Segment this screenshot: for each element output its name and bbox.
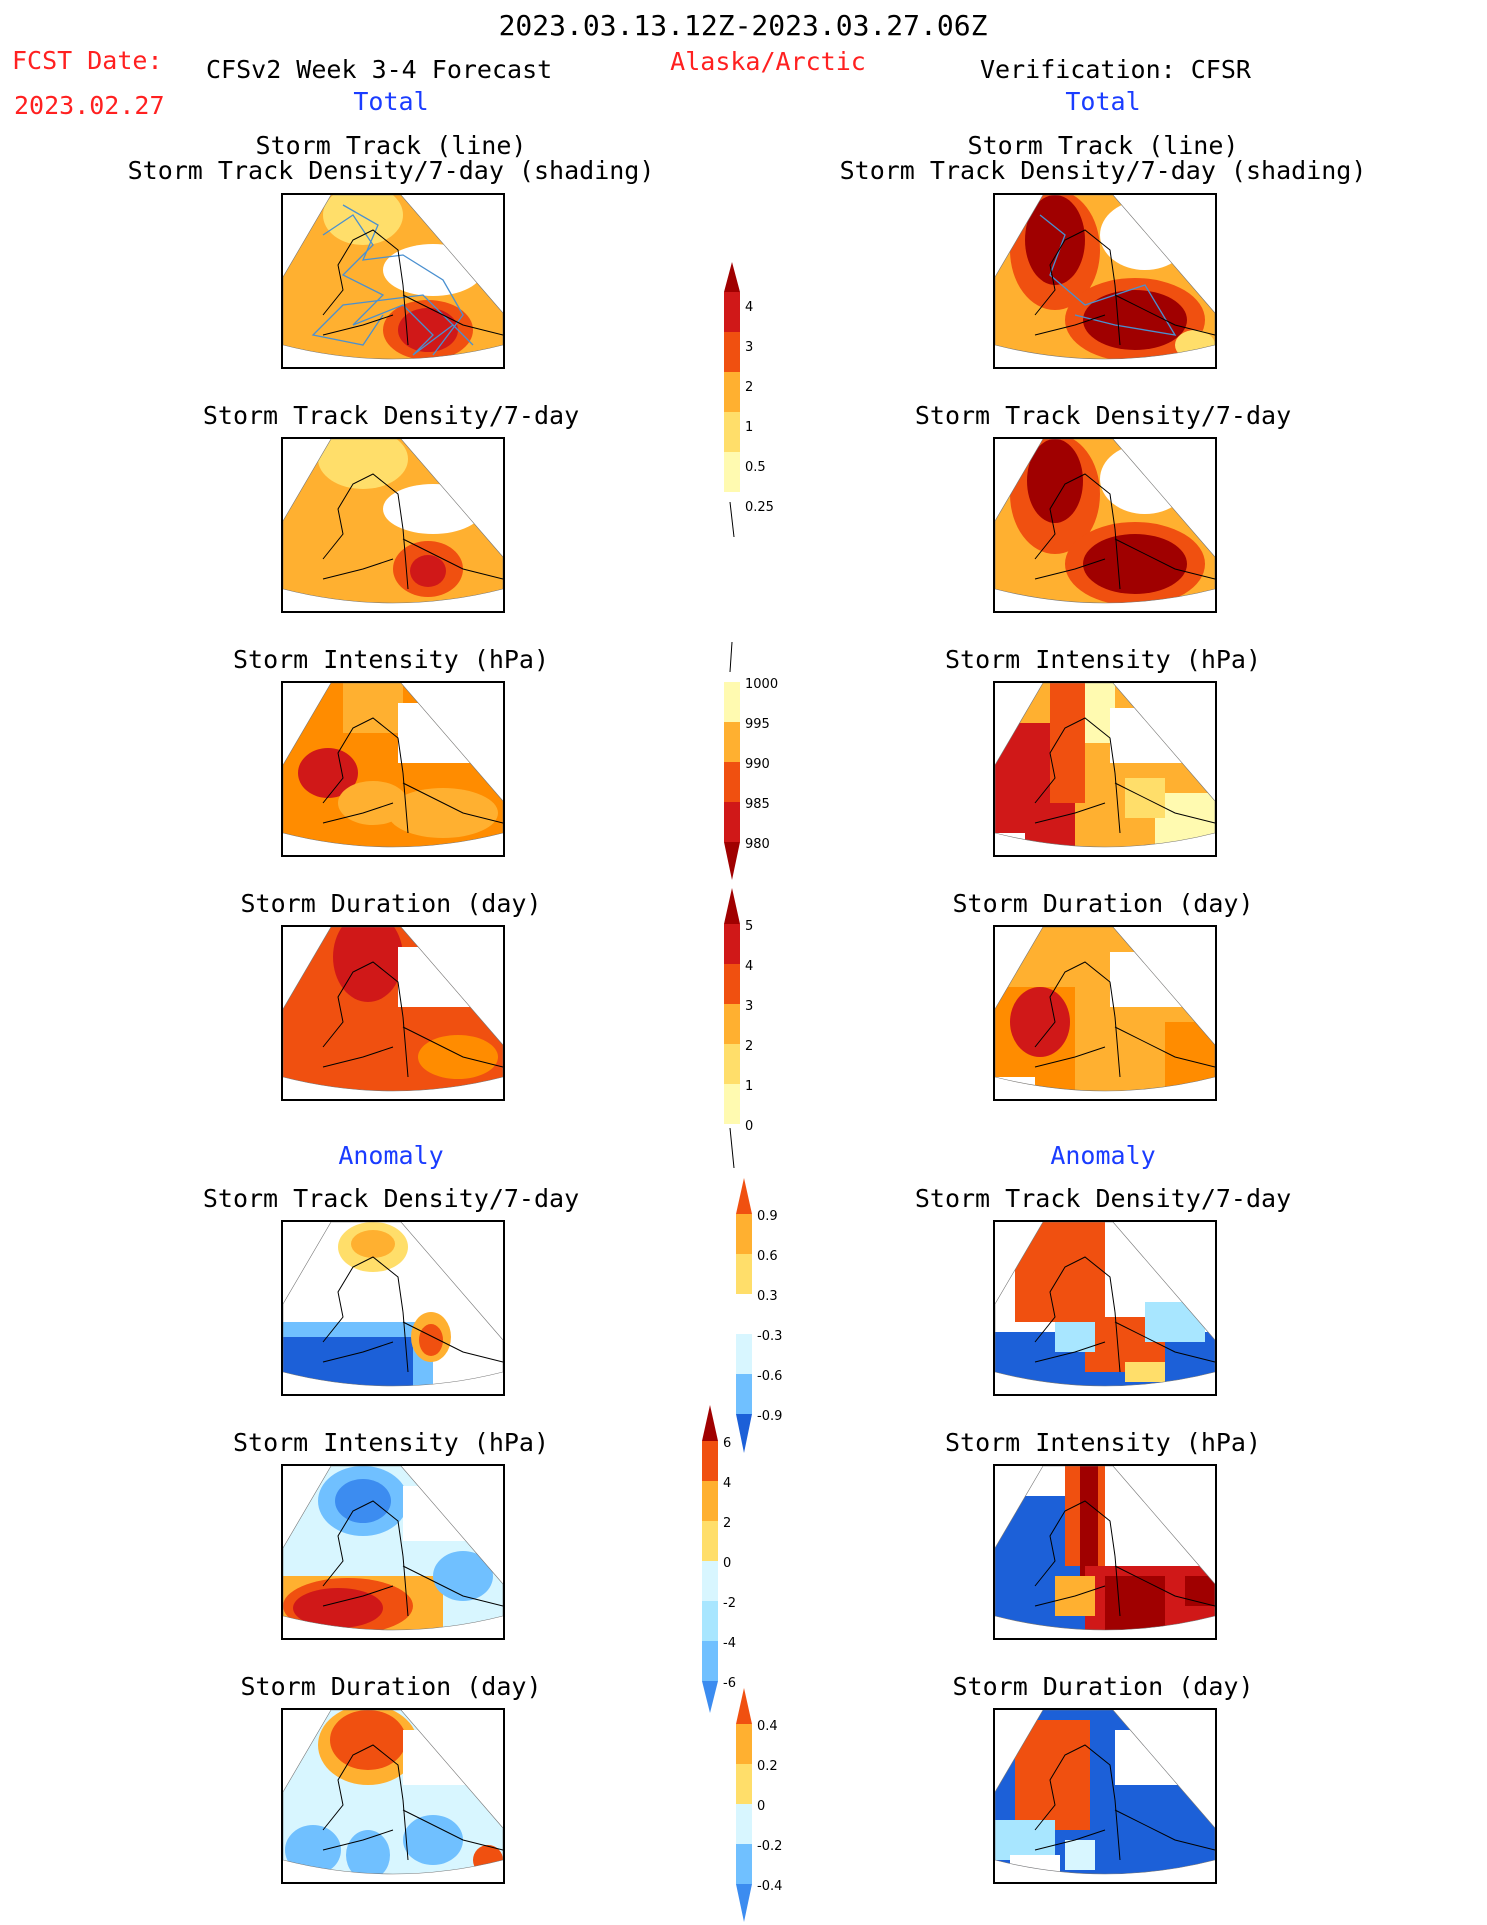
cb-intensity-anom-label: -4 — [723, 1636, 736, 1651]
colorbar-duration: 5 4 3 2 1 0 — [724, 888, 753, 1169]
cb-duration-anom-label: 0.2 — [757, 1759, 778, 1774]
cb-duration-anom-label: -0.4 — [757, 1879, 782, 1894]
left-intensity-anom-title: Storm Intensity (hPa) — [232, 1428, 550, 1457]
cb-density-label: 2 — [745, 380, 753, 395]
map-forecast-duration-anomaly — [281, 1708, 505, 1884]
cb-density-label: 0.25 — [745, 500, 774, 515]
cb-density-anom-label: -0.9 — [757, 1409, 782, 1424]
map-verification-track-density — [993, 193, 1217, 369]
left-track-line-title: Storm Track (line) — [255, 131, 527, 160]
map-verification-duration — [993, 925, 1217, 1101]
right-density-anom-title: Storm Track Density/7-day — [914, 1184, 1292, 1213]
cb-density-anom-label: 0.9 — [757, 1209, 778, 1224]
right-total-label: Total — [1065, 87, 1141, 116]
fcst-date-value: 2023.02.27 — [14, 91, 165, 120]
colorbar-density-anomaly: 0.9 0.6 0.3 -0.3 -0.6 -0.9 — [736, 1178, 782, 1453]
right-intensity-title: Storm Intensity (hPa) — [944, 645, 1262, 674]
cb-duration-label: 5 — [745, 919, 753, 934]
right-track-shading-title: Storm Track Density/7-day (shading) — [839, 156, 1367, 185]
cb-duration-anom-label: 0.4 — [757, 1719, 778, 1734]
map-verification-intensity-anomaly — [993, 1464, 1217, 1640]
map-verification-density — [993, 437, 1217, 613]
cb-density-label: 4 — [745, 300, 753, 315]
forecast-title: CFSv2 Week 3-4 Forecast — [206, 55, 553, 84]
verification-title: Verification: CFSR — [980, 55, 1251, 84]
right-intensity-anom-title: Storm Intensity (hPa) — [944, 1428, 1262, 1457]
cb-intensity-anom-label: 0 — [723, 1556, 731, 1571]
colorbar-duration-anomaly: 0.4 0.2 0 -0.2 -0.4 — [736, 1688, 782, 1922]
cb-duration-label: 4 — [745, 959, 753, 974]
right-duration-title: Storm Duration (day) — [952, 889, 1254, 918]
left-total-label: Total — [353, 87, 429, 116]
left-density-anom-title: Storm Track Density/7-day — [202, 1184, 580, 1213]
region-title: Alaska/Arctic — [670, 47, 866, 76]
colorbar-intensity-anomaly: 6 4 2 0 -2 -4 -6 — [702, 1405, 736, 1713]
cb-intensity-anom-label: 4 — [723, 1476, 731, 1491]
right-anomaly-label: Anomaly — [1050, 1141, 1156, 1170]
cb-duration-label: 1 — [745, 1079, 753, 1094]
right-density-title: Storm Track Density/7-day — [914, 401, 1292, 430]
left-duration-title: Storm Duration (day) — [240, 889, 542, 918]
cb-intensity-anom-label: 6 — [723, 1436, 731, 1451]
cb-density-label: 0.5 — [745, 460, 766, 475]
map-forecast-density-anomaly — [281, 1220, 505, 1396]
cb-duration-label: 2 — [745, 1039, 753, 1054]
fcst-date-label: FCST Date: — [12, 46, 163, 75]
map-verification-intensity — [993, 681, 1217, 857]
left-track-shading-title: Storm Track Density/7-day (shading) — [127, 156, 655, 185]
cb-intensity-label: 995 — [745, 717, 770, 732]
period-title: 2023.03.13.12Z-2023.03.27.06Z — [498, 9, 988, 42]
cb-intensity-label: 990 — [745, 757, 770, 772]
cb-duration-anom-label: -0.2 — [757, 1839, 782, 1854]
cb-intensity-label: 980 — [745, 837, 770, 852]
colorbar-density: 4 3 2 1 0.5 0.25 — [724, 262, 774, 538]
map-forecast-density — [281, 437, 505, 613]
right-duration-anom-title: Storm Duration (day) — [952, 1672, 1254, 1701]
cb-intensity-anom-label: -6 — [723, 1676, 736, 1691]
cb-intensity-label: 1000 — [745, 677, 778, 692]
cb-intensity-anom-label: -2 — [723, 1596, 736, 1611]
map-forecast-intensity — [281, 681, 505, 857]
cb-intensity-anom-label: 2 — [723, 1516, 731, 1531]
cb-intensity-label: 985 — [745, 797, 770, 812]
left-density-title: Storm Track Density/7-day — [202, 401, 580, 430]
left-anomaly-label: Anomaly — [338, 1141, 444, 1170]
cb-density-label: 3 — [745, 340, 753, 355]
cb-density-anom-label: -0.6 — [757, 1369, 782, 1384]
left-duration-anom-title: Storm Duration (day) — [240, 1672, 542, 1701]
cb-density-anom-label: 0.3 — [757, 1289, 778, 1304]
cb-duration-label: 3 — [745, 999, 753, 1014]
map-forecast-duration — [281, 925, 505, 1101]
right-track-line-title: Storm Track (line) — [967, 131, 1239, 160]
cb-duration-label: 0 — [745, 1119, 753, 1134]
colorbar-intensity: 1000 995 990 985 980 — [724, 642, 778, 880]
cb-density-anom-label: -0.3 — [757, 1329, 782, 1344]
cb-duration-anom-label: 0 — [757, 1799, 765, 1814]
map-forecast-intensity-anomaly — [281, 1464, 505, 1640]
cb-density-label: 1 — [745, 420, 753, 435]
map-forecast-track-density — [281, 193, 505, 369]
map-verification-duration-anomaly — [993, 1708, 1217, 1884]
map-verification-density-anomaly — [993, 1220, 1217, 1396]
left-intensity-title: Storm Intensity (hPa) — [232, 645, 550, 674]
cb-density-anom-label: 0.6 — [757, 1249, 778, 1264]
